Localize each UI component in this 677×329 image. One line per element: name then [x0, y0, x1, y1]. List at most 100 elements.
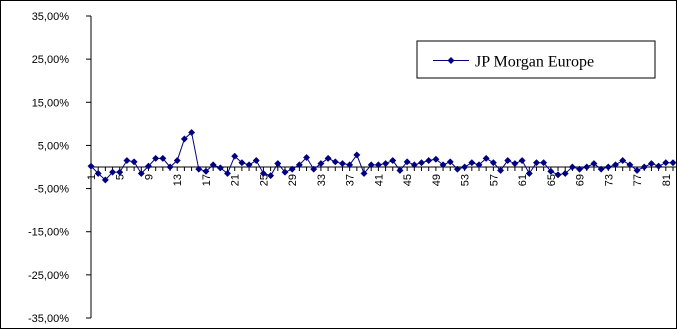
data-point: [360, 169, 368, 178]
x-tick-label: 9: [143, 174, 155, 180]
data-point: [123, 156, 131, 165]
legend-box: [416, 40, 656, 79]
legend: JP Morgan Europe: [416, 40, 656, 79]
data-point: [640, 163, 648, 171]
data-point: [202, 167, 210, 175]
data-point: [245, 161, 253, 169]
data-point: [87, 162, 95, 170]
data-point: [317, 159, 325, 168]
data-point: [461, 163, 469, 171]
x-tick-label: 53: [460, 174, 472, 186]
data-point: [324, 154, 332, 162]
data-point: [561, 169, 569, 178]
x-tick-label: 21: [230, 174, 242, 186]
y-tick-label: 25,00%: [32, 54, 70, 66]
legend-diamond-marker: [447, 57, 455, 64]
data-point: [511, 159, 519, 168]
data-point: [302, 153, 311, 162]
x-tick-label: 45: [402, 174, 414, 186]
y-tick-label: 5,00%: [38, 140, 69, 152]
data-point: [633, 166, 641, 175]
data-point: [518, 156, 526, 165]
series-line: [90, 131, 673, 181]
data-point: [346, 161, 354, 169]
data-point: [453, 165, 461, 173]
data-point: [489, 159, 497, 167]
data-point: [338, 159, 347, 168]
data-point: [532, 159, 541, 167]
data-point: [130, 158, 138, 166]
data-point: [209, 161, 217, 169]
data-point: [274, 159, 282, 168]
x-axis: 1 5 9 13 17 21 25 29 33 37 41 45 49 53 57 61 65 69 73 77 81: [86, 166, 676, 186]
data-point: [252, 156, 260, 165]
data-point: [331, 158, 339, 166]
series-layer: [87, 128, 677, 184]
data-point: [504, 156, 512, 165]
data-point: [425, 156, 433, 165]
data-point: [259, 169, 267, 178]
data-point: [288, 165, 296, 173]
data-point: [417, 159, 426, 167]
data-point: [267, 172, 275, 180]
data-point: [295, 161, 303, 169]
data-point: [152, 154, 160, 162]
x-tick-label: 41: [373, 174, 385, 186]
data-point: [647, 159, 655, 168]
data-point: [576, 165, 584, 173]
data-point: [109, 168, 117, 176]
data-point: [432, 155, 440, 163]
data-point: [310, 165, 318, 173]
data-point: [655, 162, 663, 170]
data-point: [216, 164, 224, 172]
data-point: [439, 161, 447, 169]
data-point: [188, 128, 196, 137]
x-tick-label: 33: [316, 174, 328, 186]
data-point: [475, 161, 483, 169]
x-tick-label: 81: [661, 174, 673, 186]
data-point: [367, 161, 375, 169]
data-point: [583, 163, 591, 171]
x-tick-label: 13: [172, 174, 184, 186]
x-tick-label: 77: [632, 174, 644, 186]
y-tick-label: 35,00%: [32, 11, 70, 23]
x-tick-label: 29: [287, 174, 299, 186]
data-point: [195, 165, 203, 173]
data-point: [619, 156, 627, 165]
x-tick-label: 73: [603, 174, 615, 186]
data-point: [554, 171, 562, 179]
x-tick-label: 57: [488, 174, 500, 186]
data-point: [611, 161, 620, 169]
data-point: [173, 156, 181, 165]
data-point: [568, 163, 576, 171]
data-point: [144, 162, 153, 170]
data-point: [468, 159, 476, 167]
data-point: [223, 169, 232, 178]
data-point: [496, 166, 505, 175]
data-point: [626, 161, 634, 169]
data-point: [540, 159, 548, 167]
data-point: [101, 176, 109, 184]
y-axis: 35,00% 25,00% 15,00% 5,00% -5,00% -15,00% -25,…: [28, 11, 92, 325]
data-point: [525, 169, 533, 178]
data-point: [382, 159, 390, 168]
y-tick-label: -15,00%: [28, 227, 69, 239]
data-point: [281, 168, 289, 176]
data-point: [482, 154, 490, 162]
y-tick-label: -35,00%: [28, 313, 69, 325]
data-point: [590, 159, 598, 168]
x-tick-label: 49: [431, 174, 443, 186]
data-point: [410, 161, 418, 169]
data-point: [116, 168, 124, 176]
y-tick-label: -25,00%: [28, 270, 69, 282]
data-point: [547, 167, 555, 175]
x-tick-label: 69: [575, 174, 587, 186]
x-tick-label: 17: [201, 174, 213, 186]
data-point: [238, 159, 246, 167]
data-point: [137, 169, 145, 178]
x-tick-label: 25: [258, 174, 270, 186]
data-point: [159, 154, 167, 162]
data-point: [166, 163, 174, 171]
